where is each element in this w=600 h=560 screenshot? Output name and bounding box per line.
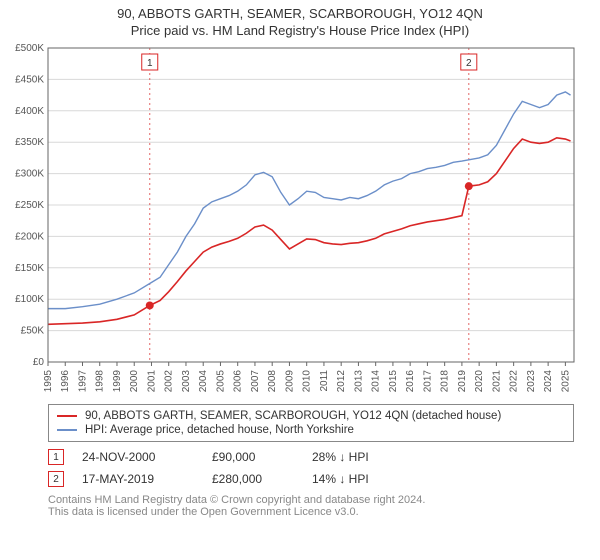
svg-text:£100K: £100K <box>15 294 44 305</box>
svg-text:1998: 1998 <box>95 370 106 393</box>
chart-container: 90, ABBOTS GARTH, SEAMER, SCARBOROUGH, Y… <box>0 0 600 518</box>
svg-text:2004: 2004 <box>198 370 209 393</box>
legend-swatch <box>57 429 77 431</box>
svg-text:2009: 2009 <box>284 370 295 393</box>
footer: Contains HM Land Registry data © Crown c… <box>48 494 574 518</box>
svg-text:2021: 2021 <box>491 370 502 393</box>
svg-text:2001: 2001 <box>146 370 157 393</box>
annotation-row: 1 24-NOV-2000 £90,000 28% ↓ HPI <box>48 446 574 468</box>
annotation-price: £280,000 <box>212 472 312 486</box>
svg-text:2006: 2006 <box>233 370 244 393</box>
svg-text:2003: 2003 <box>181 370 192 393</box>
svg-text:2014: 2014 <box>371 370 382 393</box>
title-sub: Price paid vs. HM Land Registry's House … <box>0 23 600 38</box>
annotation-date: 17-MAY-2019 <box>82 472 212 486</box>
footer-line: Contains HM Land Registry data © Crown c… <box>48 494 574 506</box>
svg-text:£50K: £50K <box>21 326 45 337</box>
svg-text:2011: 2011 <box>319 370 330 392</box>
annotation-marker: 2 <box>48 471 64 487</box>
annotation-hpi: 28% ↓ HPI <box>312 450 369 464</box>
svg-text:£400K: £400K <box>15 106 44 117</box>
title-block: 90, ABBOTS GARTH, SEAMER, SCARBOROUGH, Y… <box>0 0 600 38</box>
svg-text:2010: 2010 <box>302 370 313 393</box>
svg-text:1995: 1995 <box>43 370 54 393</box>
svg-text:2024: 2024 <box>543 370 554 393</box>
svg-text:£300K: £300K <box>15 169 44 180</box>
svg-text:2: 2 <box>466 58 472 69</box>
svg-text:2000: 2000 <box>129 370 140 393</box>
svg-text:2013: 2013 <box>353 370 364 393</box>
annotation-row: 2 17-MAY-2019 £280,000 14% ↓ HPI <box>48 468 574 490</box>
svg-text:2007: 2007 <box>250 370 261 393</box>
svg-text:£350K: £350K <box>15 137 44 148</box>
svg-text:2005: 2005 <box>215 370 226 393</box>
legend-item: HPI: Average price, detached house, Nort… <box>57 423 565 437</box>
svg-text:£150K: £150K <box>15 263 44 274</box>
legend-item: 90, ABBOTS GARTH, SEAMER, SCARBOROUGH, Y… <box>57 409 565 423</box>
svg-text:2019: 2019 <box>457 370 468 393</box>
svg-text:£450K: £450K <box>15 74 44 85</box>
svg-text:1: 1 <box>147 58 153 69</box>
svg-text:2017: 2017 <box>422 370 433 393</box>
svg-text:2008: 2008 <box>267 370 278 393</box>
footer-line: This data is licensed under the Open Gov… <box>48 506 574 518</box>
svg-text:1996: 1996 <box>60 370 71 393</box>
title-main: 90, ABBOTS GARTH, SEAMER, SCARBOROUGH, Y… <box>0 6 600 21</box>
svg-text:2016: 2016 <box>405 370 416 393</box>
svg-text:2023: 2023 <box>526 370 537 393</box>
svg-text:£200K: £200K <box>15 231 44 242</box>
legend-label: 90, ABBOTS GARTH, SEAMER, SCARBOROUGH, Y… <box>85 410 501 422</box>
svg-text:1997: 1997 <box>77 370 88 393</box>
svg-text:£250K: £250K <box>15 200 44 211</box>
annotation-marker: 1 <box>48 449 64 465</box>
svg-text:£0: £0 <box>33 357 45 368</box>
legend-swatch <box>57 415 77 417</box>
svg-text:2020: 2020 <box>474 370 485 393</box>
svg-text:2015: 2015 <box>388 370 399 393</box>
price-chart: £0 £50K £100K £150K £200K £250K £300K £350K £400… <box>0 38 600 398</box>
annotation-hpi: 14% ↓ HPI <box>312 472 369 486</box>
svg-text:2018: 2018 <box>440 370 451 393</box>
svg-text:2022: 2022 <box>509 370 520 393</box>
annotation-price: £90,000 <box>212 450 312 464</box>
annotation-date: 24-NOV-2000 <box>82 450 212 464</box>
svg-text:2002: 2002 <box>164 370 175 393</box>
legend-label: HPI: Average price, detached house, Nort… <box>85 424 354 436</box>
svg-text:2025: 2025 <box>560 370 571 393</box>
annotation-table: 1 24-NOV-2000 £90,000 28% ↓ HPI 2 17-MAY… <box>48 446 574 490</box>
svg-text:£500K: £500K <box>15 43 44 54</box>
svg-text:2012: 2012 <box>336 370 347 393</box>
svg-text:1999: 1999 <box>112 370 123 393</box>
legend: 90, ABBOTS GARTH, SEAMER, SCARBOROUGH, Y… <box>48 404 574 442</box>
